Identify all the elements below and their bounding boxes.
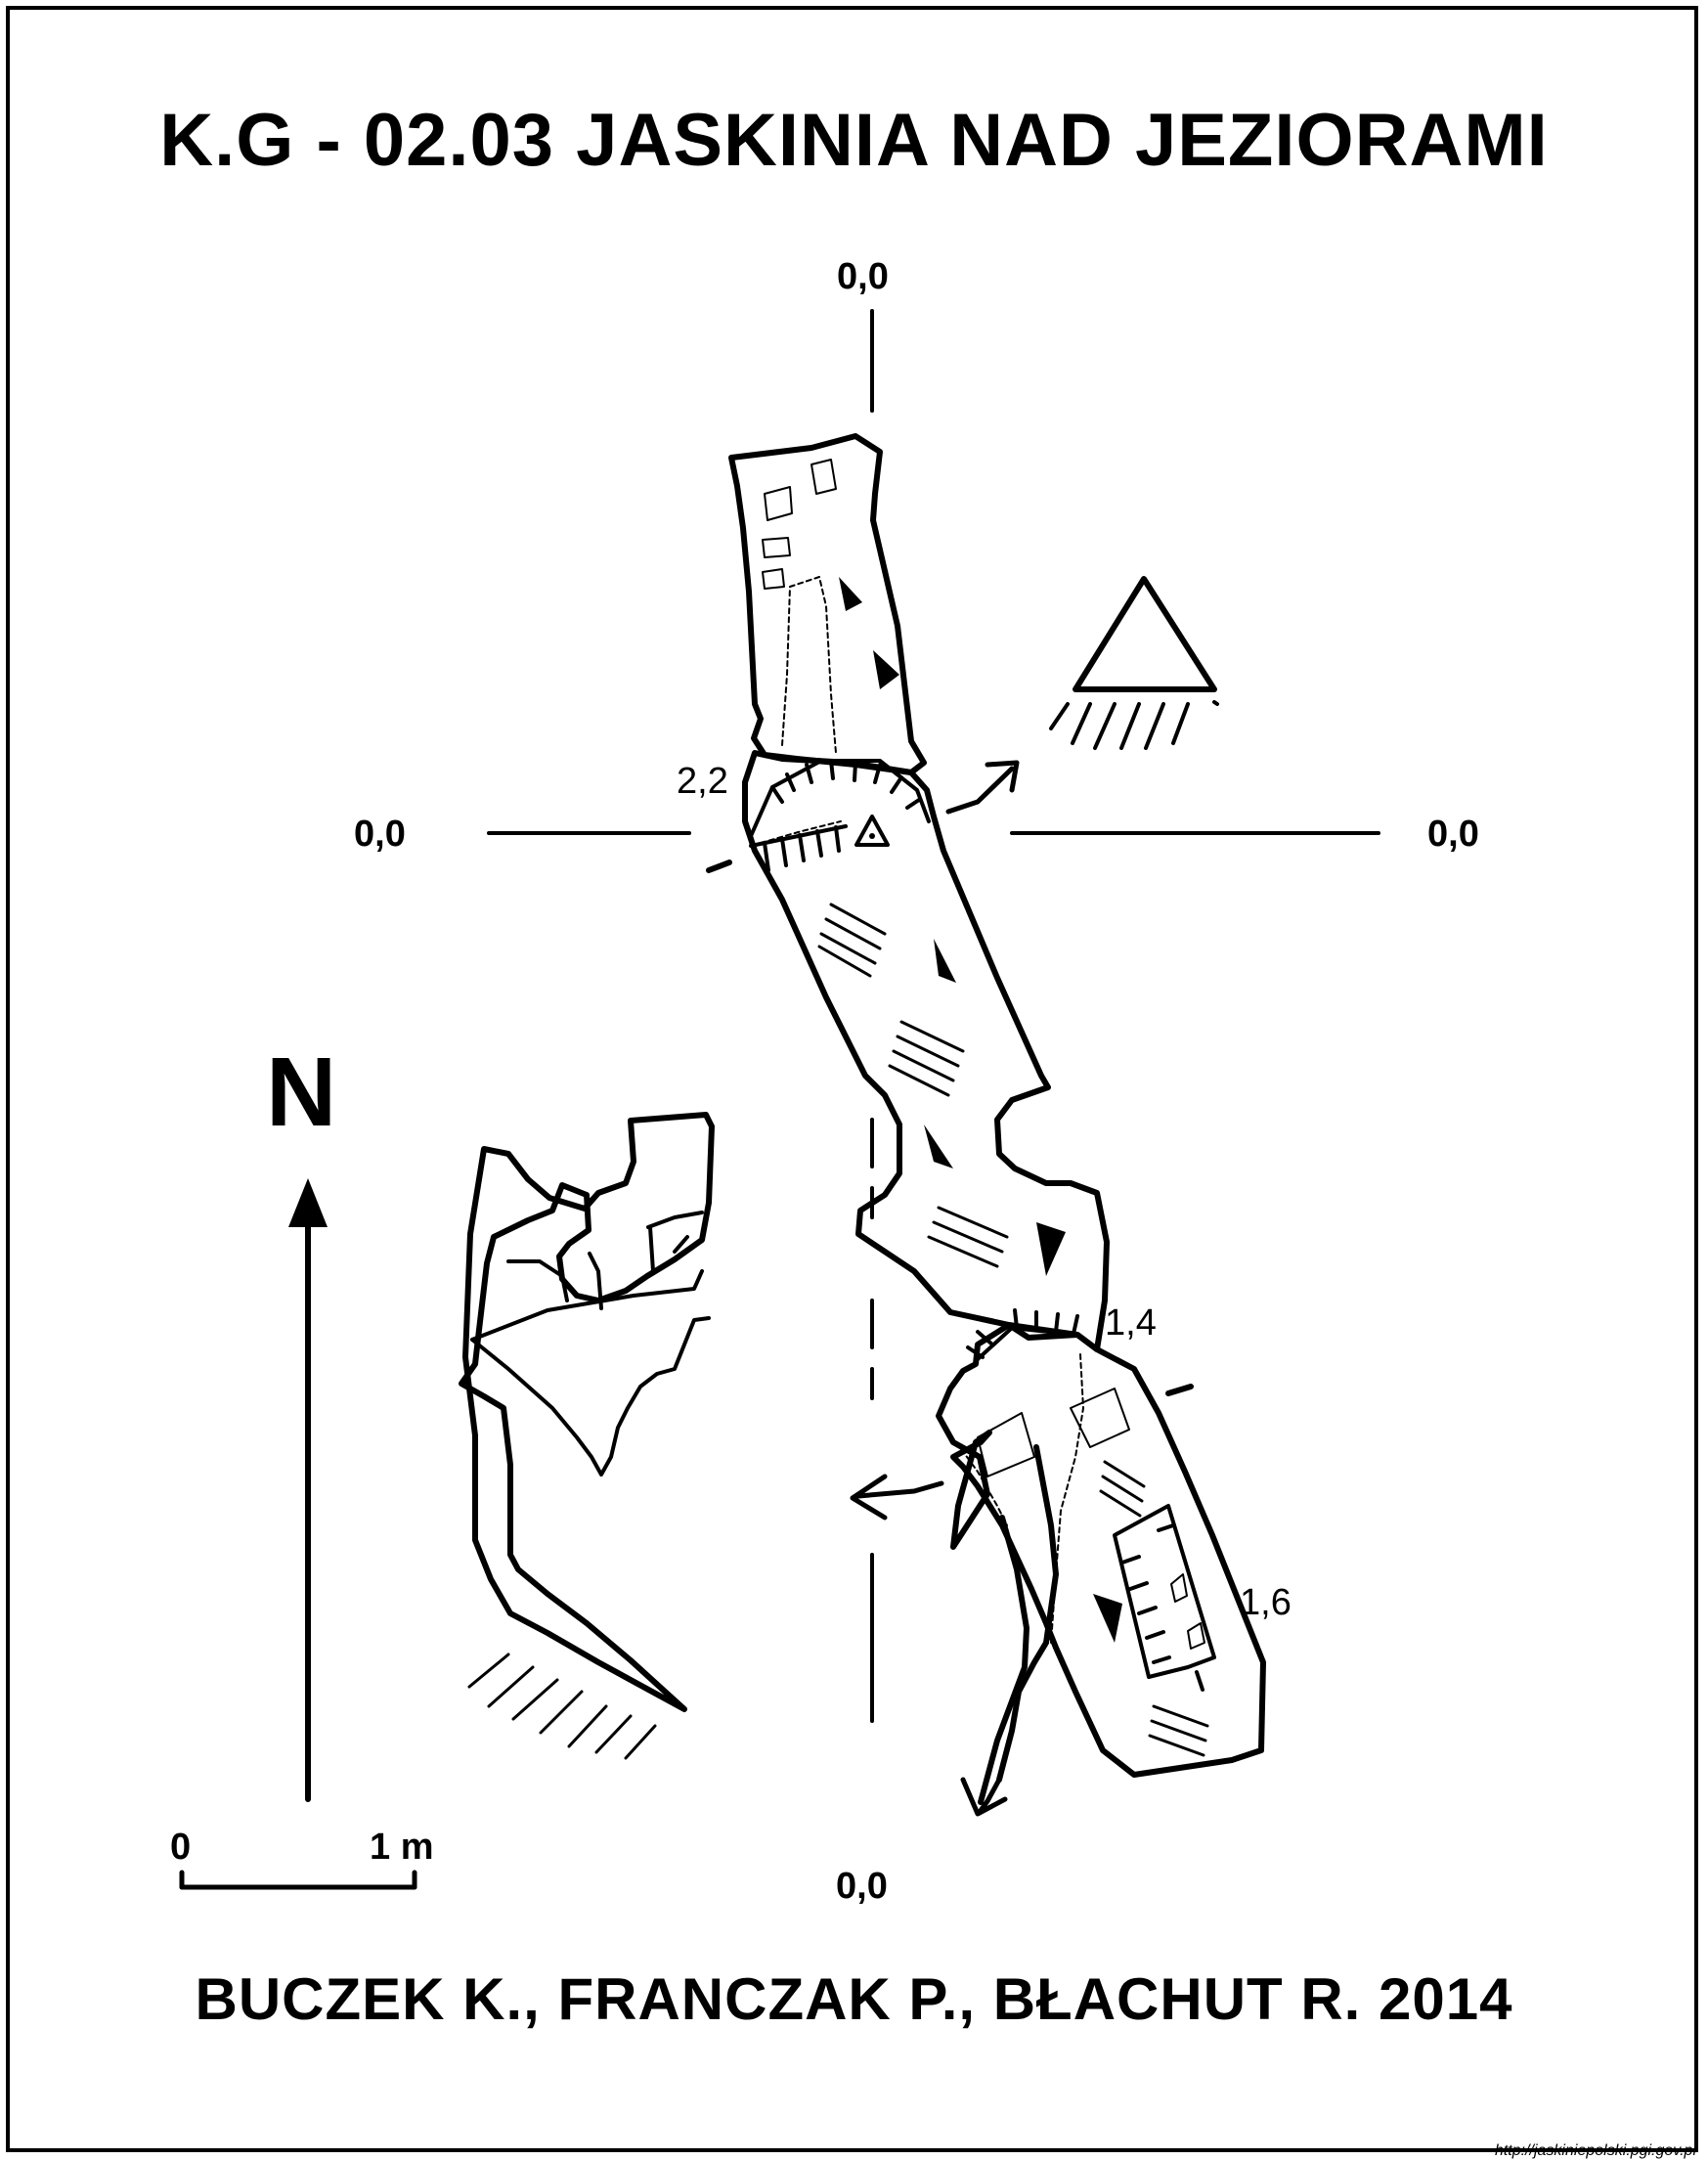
section-lines — [487, 309, 1380, 1723]
side-rock-interior — [470, 1211, 711, 1477]
scale-end-label: 1 m — [370, 1827, 434, 1868]
north-arrow-head — [288, 1178, 328, 1227]
height-label-2: 1,4 — [1105, 1302, 1157, 1344]
section-label-top: 0,0 — [837, 256, 889, 297]
cave-outline — [728, 433, 1266, 1805]
section-ticks — [706, 860, 1194, 1396]
map-frame — [6, 6, 1698, 2152]
rock-base-hatching — [467, 1653, 657, 1760]
scarp-ticks — [749, 759, 1216, 1692]
entrance-hatching — [1049, 700, 1219, 750]
height-label-3: 1,6 — [1240, 1582, 1292, 1623]
side-rock-outline — [459, 1112, 715, 1712]
entrance-triangle-icon — [1073, 576, 1217, 692]
scale-bar — [179, 1870, 417, 1890]
north-label: N — [266, 1037, 337, 1147]
section-label-right: 0,0 — [1427, 814, 1479, 855]
slope-direction-icons — [839, 577, 1122, 1643]
authors-credit: BUCZEK K., FRANCZAK P., BŁACHUT R. 2014 — [195, 1966, 1513, 2032]
map-title: K.G - 02.03 JASKINIA NAD JEZIORAMI — [159, 99, 1549, 182]
flow-arrow-icon — [850, 760, 1020, 1817]
slope-hatching — [817, 903, 1209, 1757]
cave-details — [760, 459, 1205, 1650]
scale-start-label: 0 — [170, 1827, 192, 1868]
height-label-1: 2,2 — [677, 761, 728, 802]
survey-point-icon — [854, 815, 890, 847]
section-label-bottom: 0,0 — [836, 1866, 888, 1907]
section-label-left: 0,0 — [354, 814, 406, 855]
source-url: http://jaskiniepolski.pgi.gov.pl — [1494, 2142, 1696, 2159]
